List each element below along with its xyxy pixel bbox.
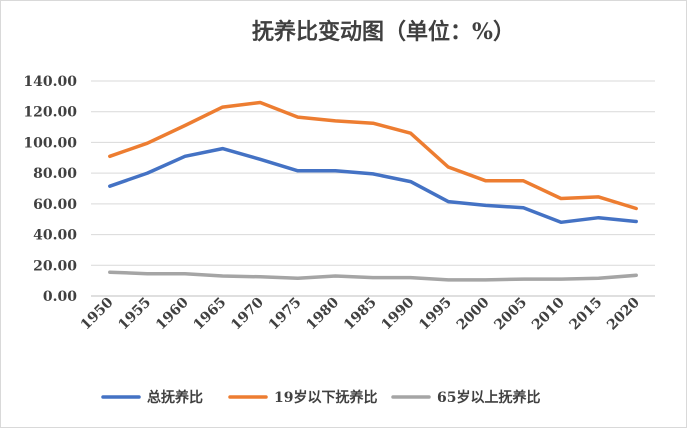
legend-label: 65岁以上抚养比 <box>437 389 540 406</box>
y-tick-label: 0.00 <box>43 289 77 305</box>
y-tick-label: 60.00 <box>33 197 77 213</box>
x-tick-label: 1980 <box>303 294 342 333</box>
series-lines <box>108 100 638 282</box>
x-tick-label: 1960 <box>153 294 192 333</box>
x-tick-label: 1950 <box>78 294 117 333</box>
x-tick-label: 2010 <box>529 294 568 333</box>
x-tick-label: 2000 <box>454 294 493 333</box>
y-axis-ticks: 0.00 20.00 40.00 60.00 80.00 100.00 120.00 140.… <box>23 74 77 305</box>
legend-label: 19岁以下抚养比 <box>274 389 377 406</box>
chart-title: 抚养比变动图（单位：%） <box>252 19 515 45</box>
x-tick-label: 1955 <box>115 295 154 334</box>
x-tick-label: 2015 <box>567 295 606 334</box>
y-tick-label: 140.00 <box>23 74 77 90</box>
x-tick-label: 1985 <box>341 295 380 334</box>
y-tick-label: 20.00 <box>33 258 77 274</box>
x-tick-label: 1995 <box>416 295 455 334</box>
series-line-2 <box>108 100 638 211</box>
x-axis-ticks: 1950195519601965197019751980198519901995… <box>78 294 643 333</box>
x-tick-label: 2020 <box>604 294 643 333</box>
y-tick-label: 120.00 <box>23 105 77 121</box>
series-line-1 <box>108 146 638 225</box>
x-tick-label: 1965 <box>191 295 230 334</box>
x-tick-label: 1990 <box>379 294 418 333</box>
legend-label: 总抚养比 <box>147 389 203 406</box>
x-tick-label: 2005 <box>491 295 530 334</box>
x-tick-label: 1970 <box>228 294 267 333</box>
y-tick-label: 40.00 <box>33 228 77 244</box>
gridlines <box>91 80 655 297</box>
y-tick-label: 80.00 <box>33 166 77 182</box>
x-tick-label: 1975 <box>266 295 305 334</box>
series-line-3 <box>108 270 638 282</box>
legend: 总抚养比 19岁以下抚养比 65岁以上抚养比 <box>101 389 540 406</box>
y-tick-label: 100.00 <box>23 135 77 151</box>
